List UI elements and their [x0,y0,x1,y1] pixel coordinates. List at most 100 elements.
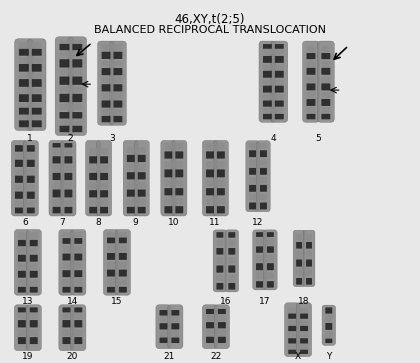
FancyBboxPatch shape [60,86,69,92]
FancyBboxPatch shape [107,237,115,243]
FancyBboxPatch shape [175,151,183,159]
FancyBboxPatch shape [253,230,266,290]
FancyBboxPatch shape [307,61,315,66]
FancyBboxPatch shape [102,84,110,91]
FancyBboxPatch shape [60,94,69,102]
FancyBboxPatch shape [206,337,214,343]
FancyBboxPatch shape [63,329,71,336]
FancyBboxPatch shape [19,64,29,72]
FancyBboxPatch shape [216,265,223,273]
FancyBboxPatch shape [321,83,330,90]
FancyBboxPatch shape [263,56,272,63]
FancyBboxPatch shape [63,307,71,313]
FancyBboxPatch shape [89,148,97,154]
FancyBboxPatch shape [52,207,60,213]
FancyBboxPatch shape [297,303,312,356]
FancyBboxPatch shape [138,164,146,170]
FancyBboxPatch shape [263,94,272,99]
FancyBboxPatch shape [60,52,69,57]
FancyBboxPatch shape [213,140,228,216]
FancyBboxPatch shape [15,169,23,175]
FancyBboxPatch shape [321,92,330,98]
FancyBboxPatch shape [165,143,172,150]
FancyBboxPatch shape [249,177,256,183]
Text: 12: 12 [252,218,263,227]
FancyBboxPatch shape [19,49,29,56]
FancyBboxPatch shape [172,140,187,216]
FancyBboxPatch shape [206,206,214,213]
FancyBboxPatch shape [171,323,179,330]
FancyBboxPatch shape [267,238,274,245]
FancyBboxPatch shape [275,49,284,55]
FancyBboxPatch shape [64,199,72,206]
FancyBboxPatch shape [74,262,82,269]
FancyBboxPatch shape [72,112,82,118]
FancyBboxPatch shape [113,44,122,50]
Text: 9: 9 [133,218,139,227]
FancyBboxPatch shape [138,182,146,188]
FancyBboxPatch shape [102,94,110,99]
FancyBboxPatch shape [32,103,42,107]
FancyBboxPatch shape [228,275,235,281]
FancyBboxPatch shape [263,101,272,107]
Text: 1: 1 [27,134,33,143]
FancyBboxPatch shape [206,198,214,204]
FancyBboxPatch shape [64,173,72,180]
Text: 7: 7 [60,218,66,227]
Text: 14: 14 [67,297,78,306]
FancyBboxPatch shape [19,115,29,120]
FancyBboxPatch shape [249,143,256,148]
FancyBboxPatch shape [302,41,319,122]
FancyBboxPatch shape [296,278,302,285]
FancyBboxPatch shape [102,52,110,59]
FancyBboxPatch shape [288,333,296,337]
FancyBboxPatch shape [275,56,284,63]
FancyBboxPatch shape [27,160,35,167]
Text: 10: 10 [168,218,179,227]
FancyBboxPatch shape [127,172,135,179]
FancyBboxPatch shape [307,107,315,113]
FancyBboxPatch shape [263,80,272,85]
FancyBboxPatch shape [52,148,60,155]
FancyBboxPatch shape [100,199,108,205]
FancyBboxPatch shape [32,121,42,127]
FancyBboxPatch shape [52,156,60,163]
FancyBboxPatch shape [63,287,71,293]
FancyBboxPatch shape [64,189,72,197]
FancyBboxPatch shape [259,41,276,122]
FancyBboxPatch shape [168,305,183,348]
FancyBboxPatch shape [55,37,74,135]
FancyBboxPatch shape [74,329,82,336]
FancyBboxPatch shape [127,164,135,170]
FancyBboxPatch shape [63,279,71,285]
FancyBboxPatch shape [307,46,315,52]
FancyBboxPatch shape [206,188,214,195]
FancyBboxPatch shape [127,199,135,205]
FancyBboxPatch shape [165,188,172,195]
FancyBboxPatch shape [260,194,267,200]
FancyBboxPatch shape [119,253,127,260]
FancyBboxPatch shape [271,41,288,122]
FancyBboxPatch shape [107,270,115,277]
FancyBboxPatch shape [100,173,108,180]
FancyBboxPatch shape [275,101,284,107]
FancyBboxPatch shape [275,114,284,119]
FancyBboxPatch shape [74,253,82,261]
FancyBboxPatch shape [19,57,29,63]
FancyBboxPatch shape [288,350,296,354]
FancyBboxPatch shape [18,337,26,344]
FancyBboxPatch shape [32,94,42,102]
Text: 5: 5 [315,134,321,143]
FancyBboxPatch shape [218,322,226,329]
FancyBboxPatch shape [300,333,308,337]
FancyBboxPatch shape [267,263,274,270]
FancyBboxPatch shape [107,278,115,285]
FancyBboxPatch shape [15,153,23,159]
FancyBboxPatch shape [213,230,227,292]
FancyBboxPatch shape [52,199,60,206]
FancyBboxPatch shape [321,107,330,113]
FancyBboxPatch shape [260,150,267,157]
FancyBboxPatch shape [32,42,42,48]
FancyBboxPatch shape [165,151,172,159]
FancyBboxPatch shape [32,88,42,94]
